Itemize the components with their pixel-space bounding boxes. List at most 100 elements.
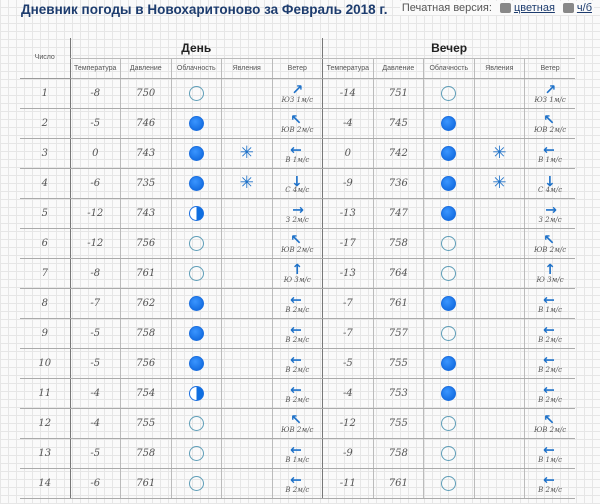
- evening-pressure: 742: [372, 138, 424, 169]
- day-temperature: -4: [69, 408, 121, 439]
- wind-direction: ЮЗ: [534, 95, 548, 104]
- table-row: 9 -5 758 ↑ В 2м/с -7 757 ↑ В 2м/с: [20, 318, 576, 349]
- evening-pressure: 751: [372, 78, 424, 109]
- day-temperature: -7: [69, 288, 121, 319]
- wind-label: В 2м/с: [285, 396, 309, 404]
- wind-cell: ↑ З 2м/с: [273, 203, 323, 224]
- wind-direction: З: [285, 215, 291, 224]
- bw-printer-icon: [562, 3, 574, 14]
- evening-phenomena: ✳: [473, 138, 525, 169]
- wind-label: ЮВ 2м/с: [281, 125, 314, 134]
- wind-cell: ↑ В 1м/с: [525, 143, 575, 164]
- day-number: 9: [20, 318, 70, 349]
- day-number: 12: [20, 408, 70, 439]
- evening-cloudiness: [423, 138, 475, 169]
- day-phenomena: [221, 258, 272, 289]
- evening-wind: ↑ В 2м/с: [524, 378, 576, 409]
- day-wind: ↑ В 2м/с: [271, 348, 323, 379]
- wind-direction: В: [538, 335, 544, 344]
- evening-cloudiness: [423, 348, 475, 379]
- evening-phenomena: [473, 348, 525, 379]
- table-row: 2 -5 746 ↑ ЮВ 2м/с -4 745 ↑ ЮВ 2м/с: [20, 108, 576, 139]
- wind-label: ЮЗ 1м/с: [534, 95, 566, 104]
- wind-speed: 4м/с: [292, 185, 310, 194]
- wind-label: В 2м/с: [285, 336, 309, 344]
- wind-label: ЮВ 2м/с: [534, 245, 567, 254]
- wind-direction: С: [285, 185, 291, 194]
- day-temperature: -6: [69, 468, 121, 499]
- wind-label: В 1м/с: [538, 305, 563, 314]
- evening-temperature: -9: [322, 438, 374, 469]
- wind-direction: ЮВ: [281, 425, 295, 434]
- evening-temperature: -14: [322, 78, 374, 109]
- day-wind: ↑ В 2м/с: [271, 318, 323, 349]
- day-cloudiness: [170, 108, 222, 139]
- wind-cell: ↑ С 4м/с: [525, 172, 575, 194]
- evening-wind: ↑ В 2м/с: [524, 318, 576, 349]
- wind-label: В 2м/с: [285, 366, 309, 374]
- day-wind: ↑ В 2м/с: [271, 378, 323, 409]
- wind-direction: В: [538, 485, 544, 494]
- table-row: 6 -12 756 ↑ ЮВ 2м/с -17 758 ↑ ЮВ 2м/с: [20, 228, 576, 259]
- wind-speed: 1м/с: [545, 455, 563, 464]
- wind-cell: ↑ ЮВ 2м/с: [273, 110, 323, 134]
- evening-wind: ↑ В 1м/с: [524, 288, 576, 319]
- wind-speed: 2м/с: [549, 245, 567, 254]
- wind-arrow-icon: ↑: [542, 323, 559, 336]
- header-day-temperature: Температура: [69, 58, 121, 79]
- evening-cloudiness: [423, 258, 475, 289]
- wind-arrow-icon: ↑: [289, 143, 306, 156]
- day-phenomena: ✳: [221, 138, 272, 169]
- wind-speed: 1м/с: [549, 95, 566, 104]
- evening-phenomena: [473, 78, 525, 109]
- day-pressure: 743: [120, 138, 171, 169]
- day-pressure: 761: [120, 468, 171, 499]
- wind-cell: ↑ В 2м/с: [525, 353, 575, 374]
- evening-cloudiness: [423, 288, 475, 319]
- wind-cell: ↑ Ю 3м/с: [525, 263, 575, 284]
- cloud-overcast-icon: [441, 145, 457, 161]
- evening-wind: ↑ В 2м/с: [524, 348, 576, 379]
- print-bw-link[interactable]: ч/б: [576, 2, 592, 14]
- wind-speed: 2м/с: [296, 125, 314, 134]
- evening-cloudiness: [423, 438, 475, 469]
- evening-temperature: -4: [322, 108, 374, 139]
- wind-direction: ЮВ: [281, 245, 295, 254]
- wind-label: В 2м/с: [538, 335, 562, 344]
- wind-cell: ↑ В 2м/с: [273, 293, 323, 314]
- day-number: 1: [20, 78, 70, 109]
- wind-cell: ↑ В 2м/с: [273, 323, 323, 344]
- day-phenomena: [221, 288, 272, 319]
- day-cloudiness: [170, 198, 222, 229]
- day-wind: ↑ В 2м/с: [271, 468, 323, 499]
- day-temperature: -12: [69, 228, 121, 259]
- day-cloudiness: [170, 438, 222, 469]
- evening-pressure: 761: [372, 288, 424, 319]
- wind-direction: В: [285, 155, 291, 164]
- header-group-day: День: [69, 38, 323, 59]
- cloud-clear-icon: [188, 265, 204, 281]
- wind-arrow-icon: ↑: [289, 383, 306, 396]
- header-day-phenomena: Явления: [221, 58, 272, 79]
- wind-direction: Ю: [536, 275, 545, 284]
- evening-temperature: -9: [322, 168, 374, 199]
- wind-speed: 1м/с: [545, 305, 563, 314]
- evening-temperature: -13: [322, 198, 374, 229]
- table-row: 3 0 743 ✳ ↑ В 1м/с 0 742 ✳ ↑ В 1м/с: [20, 138, 576, 169]
- day-phenomena: [221, 348, 272, 379]
- cloud-clear-icon: [188, 235, 204, 251]
- wind-speed: 2м/с: [292, 215, 309, 224]
- wind-direction: ЮВ: [281, 125, 295, 134]
- print-color-link[interactable]: цветная: [513, 2, 555, 14]
- evening-phenomena: [473, 378, 525, 409]
- header-day-cloudiness: Облачность: [170, 58, 222, 79]
- evening-temperature: -12: [322, 408, 374, 439]
- evening-cloudiness: [423, 228, 475, 259]
- evening-cloudiness: [423, 378, 475, 409]
- day-wind: ↑ З 2м/с: [271, 198, 323, 229]
- wind-arrow-icon: ↑: [291, 261, 304, 278]
- day-cloudiness: [170, 168, 222, 199]
- snow-icon: ✳: [239, 173, 254, 193]
- table-row: 10 -5 756 ↑ В 2м/с -5 755 ↑ В 2м/с: [20, 348, 576, 379]
- wind-label: Ю 3м/с: [284, 276, 311, 284]
